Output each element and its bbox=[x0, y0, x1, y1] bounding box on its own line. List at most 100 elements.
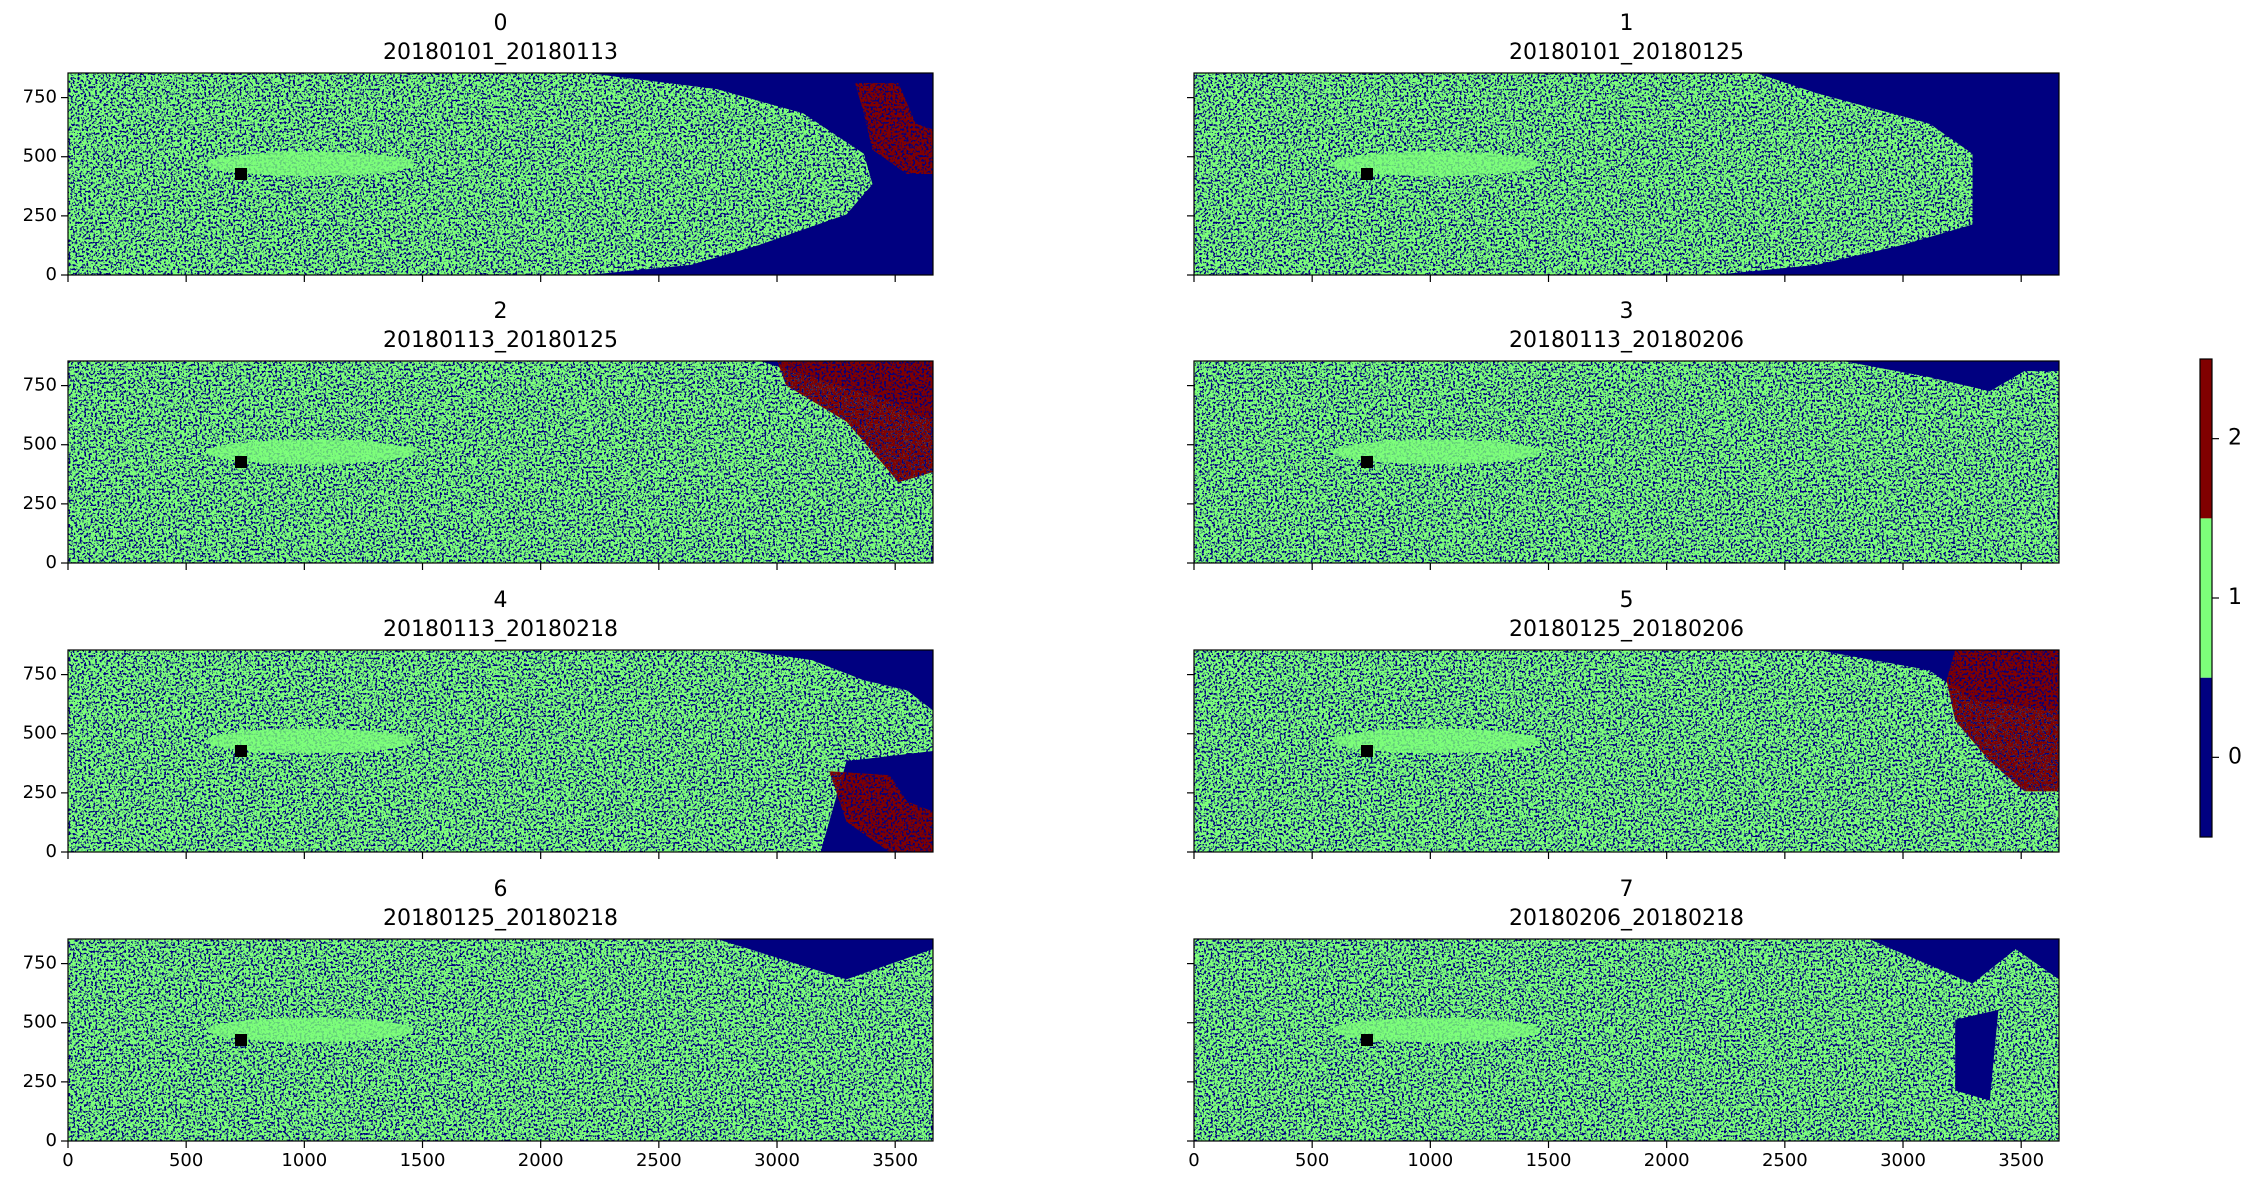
colorbar-segment bbox=[2200, 518, 2212, 678]
region bbox=[1955, 1009, 1999, 1101]
y-tick-label: 250 bbox=[23, 1071, 57, 1092]
panel-subtitle: 20180125_20180206 bbox=[1509, 617, 1744, 642]
marker bbox=[1361, 1034, 1373, 1046]
x-tick-label: 3500 bbox=[1998, 1150, 2044, 1171]
region bbox=[68, 73, 873, 275]
x-tick-label: 3000 bbox=[754, 1150, 800, 1171]
panel-subtitle: 20180113_20180206 bbox=[1509, 328, 1744, 353]
panel-title: 2 bbox=[494, 299, 508, 324]
y-tick-label: 750 bbox=[23, 953, 57, 974]
x-tick-label: 2500 bbox=[636, 1150, 682, 1171]
panel-title: 6 bbox=[494, 877, 508, 902]
region bbox=[1946, 650, 2059, 792]
panel-title: 7 bbox=[1620, 877, 1634, 902]
panel-title: 4 bbox=[494, 588, 508, 613]
frame bbox=[67, 649, 934, 853]
y-tick-label: 500 bbox=[23, 146, 57, 167]
panel bbox=[1193, 649, 2060, 853]
x-tick-label: 2000 bbox=[518, 1150, 564, 1171]
frame bbox=[67, 938, 934, 1142]
region bbox=[206, 728, 414, 754]
y-tick-label: 250 bbox=[23, 493, 57, 514]
y-tick-label: 250 bbox=[23, 782, 57, 803]
region bbox=[855, 83, 933, 174]
x-tick-label: 3500 bbox=[872, 1150, 918, 1171]
region bbox=[68, 650, 933, 852]
region bbox=[1332, 151, 1540, 177]
frame bbox=[1193, 649, 2060, 853]
y-tick-label: 250 bbox=[23, 205, 57, 226]
region bbox=[206, 1017, 414, 1043]
region bbox=[1194, 650, 2059, 852]
y-tick-label: 500 bbox=[23, 434, 57, 455]
x-tick-label: 500 bbox=[169, 1150, 203, 1171]
colorbar-segment bbox=[2200, 359, 2212, 519]
region bbox=[1332, 728, 1540, 754]
x-tick-label: 1000 bbox=[1407, 1150, 1453, 1171]
panel-subtitle: 20180101_20180113 bbox=[383, 40, 618, 65]
region bbox=[68, 939, 933, 1141]
panel bbox=[67, 72, 934, 276]
y-tick-label: 750 bbox=[23, 375, 57, 396]
y-tick-label: 0 bbox=[46, 552, 57, 573]
region bbox=[1332, 1017, 1540, 1043]
y-tick-label: 750 bbox=[23, 87, 57, 108]
frame bbox=[1193, 938, 2060, 1142]
panel-subtitle: 20180113_20180218 bbox=[383, 617, 618, 642]
x-tick-label: 2000 bbox=[1644, 1150, 1690, 1171]
panel bbox=[1193, 938, 2060, 1142]
region bbox=[829, 771, 933, 852]
region bbox=[1332, 439, 1540, 465]
y-tick-label: 500 bbox=[23, 723, 57, 744]
marker bbox=[235, 1034, 247, 1046]
panel-title: 0 bbox=[494, 11, 508, 36]
x-tick-label: 0 bbox=[1188, 1150, 1199, 1171]
x-tick-label: 500 bbox=[1295, 1150, 1329, 1171]
panel bbox=[67, 649, 934, 853]
colorbar-segment bbox=[2200, 677, 2212, 837]
x-tick-label: 1000 bbox=[281, 1150, 327, 1171]
marker bbox=[235, 456, 247, 468]
x-tick-label: 3000 bbox=[1880, 1150, 1926, 1171]
marker bbox=[1361, 168, 1373, 180]
frame bbox=[67, 360, 934, 564]
x-tick-label: 0 bbox=[62, 1150, 73, 1171]
panel bbox=[67, 360, 934, 564]
y-tick-label: 0 bbox=[46, 1130, 57, 1151]
x-tick-label: 1500 bbox=[400, 1150, 446, 1171]
panel-subtitle: 20180101_20180125 bbox=[1509, 40, 1744, 65]
region bbox=[206, 439, 414, 465]
region bbox=[68, 361, 933, 563]
frame bbox=[1193, 72, 2060, 276]
y-tick-label: 0 bbox=[46, 841, 57, 862]
panel-subtitle: 20180206_20180218 bbox=[1509, 906, 1744, 931]
marker bbox=[1361, 456, 1373, 468]
marker bbox=[1361, 745, 1373, 757]
y-tick-label: 0 bbox=[46, 264, 57, 285]
panel bbox=[67, 938, 934, 1142]
panel bbox=[1193, 360, 2060, 564]
colorbar-tick-label: 0 bbox=[2228, 744, 2242, 769]
region bbox=[206, 151, 414, 177]
y-tick-label: 750 bbox=[23, 664, 57, 685]
marker bbox=[235, 745, 247, 757]
panel-title: 3 bbox=[1620, 299, 1634, 324]
region bbox=[1194, 939, 2059, 1141]
frame bbox=[67, 72, 934, 276]
panel-subtitle: 20180125_20180218 bbox=[383, 906, 618, 931]
x-tick-label: 1500 bbox=[1526, 1150, 1572, 1171]
colorbar-tick-label: 1 bbox=[2228, 585, 2242, 610]
colorbar-tick-label: 2 bbox=[2228, 426, 2242, 451]
panel bbox=[1193, 72, 2060, 276]
region bbox=[1194, 361, 2059, 563]
y-tick-label: 500 bbox=[23, 1012, 57, 1033]
panel-title: 5 bbox=[1620, 588, 1634, 613]
region bbox=[777, 361, 933, 483]
x-tick-label: 2500 bbox=[1762, 1150, 1808, 1171]
marker bbox=[235, 168, 247, 180]
frame bbox=[1193, 360, 2060, 564]
panel-title: 1 bbox=[1620, 11, 1634, 36]
panel-subtitle: 20180113_20180125 bbox=[383, 328, 618, 353]
region bbox=[1194, 73, 1973, 275]
